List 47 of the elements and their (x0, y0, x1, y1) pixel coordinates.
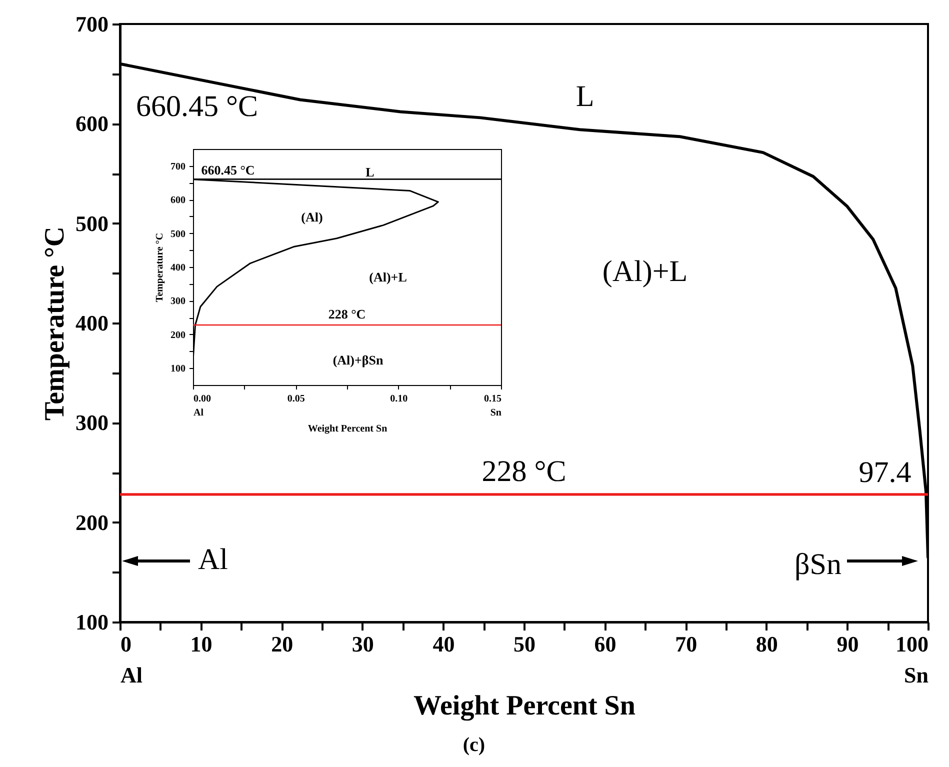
ref-line-label: 228 °C (482, 454, 566, 488)
x-tick-label: 80 (756, 632, 778, 656)
y-tick-label: 700 (76, 12, 108, 36)
y-tick-label: 100 (170, 364, 186, 375)
annotation: (Al) (301, 210, 323, 224)
x-tick-label: 0.00 Al (194, 394, 211, 418)
ref-line-label: 228 °C (328, 306, 366, 322)
x-tick-label: 30 (352, 632, 374, 656)
annotation: 660.45 °C (136, 90, 258, 123)
y-axis-title: Temperature °C (154, 232, 166, 302)
x-tick-label: 0.15 Sn (484, 394, 502, 418)
annotation: (Al)+L (602, 255, 688, 288)
x-tick-label: 0.05 (287, 394, 305, 404)
x-tick-label: 100 Sn (896, 632, 928, 688)
annotation: L (366, 164, 374, 180)
x-tick-label: 0.10 (390, 394, 408, 404)
x-tick-label: 0 Al (120, 632, 142, 688)
y-tick-label: 500 (170, 228, 186, 240)
annotation: L (576, 80, 594, 113)
annotation: 660.45 °C (201, 162, 255, 178)
y-tick-label: 100 (76, 610, 108, 634)
x-tick-label: 40 (432, 632, 455, 656)
y-tick-label: 400 (76, 310, 108, 336)
x-tick-label: 90 (836, 632, 859, 656)
x-tick-label: 60 (594, 632, 616, 656)
y-tick-label: 200 (170, 330, 186, 341)
y-tick-label: 500 (76, 210, 108, 236)
y-tick-label: 300 (76, 410, 108, 436)
y-tick-label: 600 (170, 195, 186, 206)
x-tick-label: 70 (675, 632, 698, 656)
x-tick-label: 20 (271, 632, 294, 656)
y-tick-label: 200 (76, 510, 108, 535)
text: (c) (462, 734, 486, 756)
annotation: βSn (794, 548, 842, 581)
annotation: (Al)+βSn (332, 352, 384, 368)
annotation: 97.4 (858, 456, 912, 489)
annotation: (Al)+L (369, 270, 407, 284)
annotation: Al (198, 543, 228, 576)
x-tick-label: 10 (190, 632, 212, 656)
x-tick-label: 50 (514, 632, 536, 656)
y-tick-label: 400 (170, 262, 186, 274)
y-tick-label: 600 (76, 111, 108, 136)
x-axis-title: Weight Percent Sn (308, 424, 388, 434)
y-axis-title: Temperature °C (40, 226, 70, 420)
x-axis-title: Weight Percent Sn (414, 690, 636, 722)
y-tick-label: 300 (170, 296, 186, 308)
y-tick-label: 700 (170, 161, 186, 172)
